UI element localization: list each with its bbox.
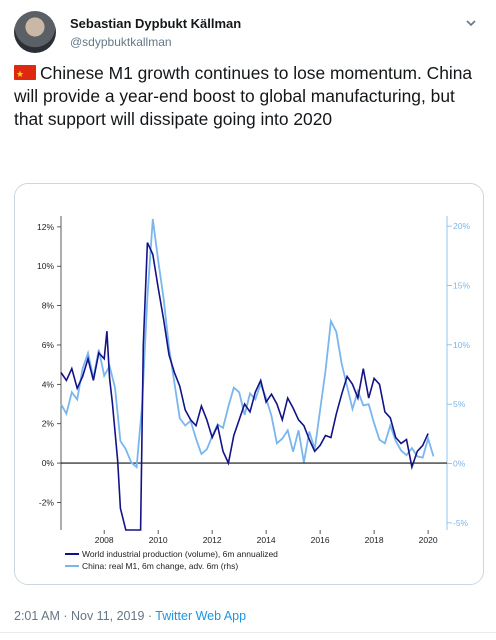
x-tick-label: 2008 — [95, 535, 114, 545]
legend-label-industrial-production: World industrial production (volume), 6m… — [82, 549, 278, 559]
timestamp[interactable]: 2:01 AM · Nov 11, 2019 · — [14, 609, 156, 623]
y-left-tick-label: 10% — [37, 261, 54, 271]
x-tick-label: 2016 — [311, 535, 330, 545]
y-right-tick-label: 15% — [453, 280, 470, 290]
tweet-body: Chinese M1 growth continues to lose mome… — [14, 63, 473, 129]
y-right-tick-label: -5% — [453, 518, 469, 528]
y-left-tick-label: -2% — [39, 497, 55, 507]
tweet-text: Chinese M1 growth continues to lose mome… — [14, 62, 484, 131]
y-left-tick-label: 6% — [42, 340, 55, 350]
display-name[interactable]: Sebastian Dypbukt Källman — [70, 16, 242, 31]
y-left-tick-label: 8% — [42, 301, 55, 311]
china-flag-icon — [14, 63, 36, 86]
chevron-down-icon[interactable] — [464, 16, 478, 30]
y-right-tick-label: 5% — [453, 399, 466, 409]
y-left-tick-label: 4% — [42, 379, 55, 389]
legend: World industrial production (volume), 6m… — [65, 549, 278, 571]
tweet-metadata: 2:01 AM · Nov 11, 2019 · Twitter Web App — [14, 609, 246, 623]
x-tick-label: 2014 — [257, 535, 276, 545]
y-left-tick-label: 2% — [42, 419, 55, 429]
avatar[interactable] — [14, 11, 56, 53]
y-left-tick-label: 0% — [42, 458, 55, 468]
x-tick-label: 2020 — [419, 535, 438, 545]
line-chart: 12% 10% 8% 6% 4% 2% 0% -2% 20% 15% 10% 5% 0% -5% 200… — [15, 184, 483, 584]
user-handle[interactable]: @sdypbuktkallman — [70, 35, 172, 49]
divider — [0, 632, 496, 633]
plot-area — [61, 219, 447, 530]
y-right-tick-label: 10% — [453, 340, 470, 350]
series-line-industrial-production — [60, 242, 429, 531]
y-right-tick-label: 20% — [453, 221, 470, 231]
x-tick-label: 2012 — [203, 535, 222, 545]
series-line-m1 — [60, 218, 435, 469]
source-app-link[interactable]: Twitter Web App — [155, 609, 247, 623]
y-left-tick-label: 12% — [37, 222, 54, 232]
chart-image[interactable]: 12% 10% 8% 6% 4% 2% 0% -2% 20% 15% 10% 5% 0% -5% 200… — [14, 183, 484, 585]
tweet-header: Sebastian Dypbukt Källman @sdypbuktkallm… — [14, 8, 484, 54]
y-right-tick-label: 0% — [453, 459, 466, 469]
x-tick-label: 2018 — [365, 535, 384, 545]
legend-label-m1: China: real M1, 6m change, adv. 6m (rhs) — [82, 561, 238, 571]
x-tick-label: 2010 — [149, 535, 168, 545]
